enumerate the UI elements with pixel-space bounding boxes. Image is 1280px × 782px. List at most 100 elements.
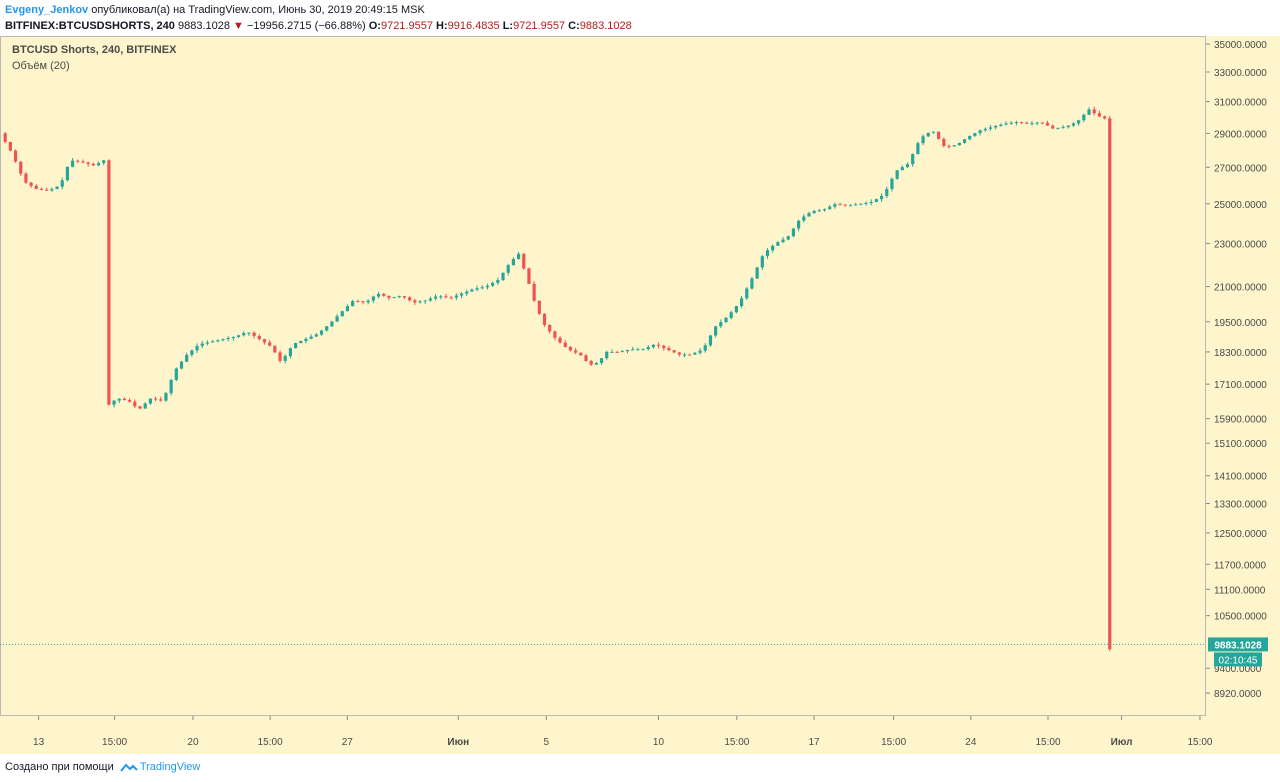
candle-body-down bbox=[1025, 122, 1029, 124]
candle-body-up bbox=[999, 124, 1003, 127]
candle-body-up bbox=[242, 333, 246, 336]
price-tick-label: 25000.0000 bbox=[1214, 200, 1267, 211]
candle-body-down bbox=[942, 138, 946, 146]
candle-body-up bbox=[714, 326, 718, 336]
low-label: L: bbox=[502, 20, 514, 32]
candle-body-down bbox=[527, 268, 531, 284]
candle-body-up bbox=[734, 306, 738, 313]
candle-body-down bbox=[558, 337, 562, 343]
ohlc-line: BITFINEX:BTCUSDSHORTS, 240 9883.1028 ▼ −… bbox=[5, 18, 1275, 34]
candle-body-up bbox=[719, 322, 723, 327]
last-price-label: 9883.1028 bbox=[1214, 640, 1262, 651]
price-tick-label: 18300.0000 bbox=[1214, 348, 1267, 359]
candle-body-down bbox=[356, 301, 360, 303]
chart-area[interactable]: 35000.0000 33000.0000 31000.0000 29000.0000… bbox=[0, 36, 1280, 754]
candle-body-up bbox=[879, 195, 884, 200]
candle-body-up bbox=[822, 209, 827, 211]
candle-body-up bbox=[802, 216, 806, 221]
time-tick-label: 15:00 bbox=[258, 737, 283, 748]
candle-body-up bbox=[957, 142, 961, 146]
time-tick-label: 17 bbox=[808, 737, 820, 748]
time-tick-label: Июл bbox=[1111, 737, 1133, 748]
candle-body-up bbox=[506, 265, 510, 273]
candle-body-up bbox=[869, 202, 873, 204]
time-tick-label: 10 bbox=[653, 737, 665, 748]
candle-body-up bbox=[60, 180, 64, 187]
candle-body-up bbox=[319, 330, 324, 335]
candle-body-up bbox=[729, 312, 733, 318]
candle-body-down bbox=[548, 324, 552, 332]
candle-body-up bbox=[1066, 125, 1070, 128]
candle-body-down bbox=[542, 313, 547, 325]
candle-body-up bbox=[978, 130, 982, 134]
candle-body-up bbox=[682, 354, 687, 356]
candle-body-up bbox=[247, 332, 251, 334]
candle-body-up bbox=[459, 293, 464, 296]
candle-body-up bbox=[200, 343, 204, 346]
candle-body-down bbox=[387, 295, 391, 298]
candle-body-up bbox=[885, 188, 889, 196]
candle-body-down bbox=[1051, 125, 1055, 129]
candle-body-up bbox=[926, 132, 930, 137]
candle-body-up bbox=[65, 166, 70, 181]
candle-body-down bbox=[667, 348, 671, 351]
candle-body-up bbox=[185, 354, 189, 362]
candle-body-up bbox=[418, 301, 422, 303]
candle-body-up bbox=[1077, 120, 1081, 124]
author-link[interactable]: Evgeny_Jenkov bbox=[5, 4, 89, 16]
candle-body-up bbox=[216, 340, 220, 342]
candle-body-up bbox=[895, 170, 899, 179]
candle-body-down bbox=[159, 399, 163, 401]
candlestick-chart[interactable]: 35000.0000 33000.0000 31000.0000 29000.0000… bbox=[0, 36, 1280, 754]
candle-body-down bbox=[122, 398, 127, 400]
volume-indicator-label[interactable]: Объём (20) bbox=[12, 60, 70, 72]
candle-body-down bbox=[8, 141, 12, 151]
candle-body-up bbox=[786, 236, 790, 240]
candle-body-up bbox=[921, 136, 925, 144]
candle-body-up bbox=[817, 210, 821, 212]
candle-body-down bbox=[568, 346, 573, 351]
candle-body-down bbox=[449, 297, 453, 299]
time-tick-label: 15:00 bbox=[724, 737, 749, 748]
candle-body-up bbox=[968, 135, 972, 140]
candle-body-down bbox=[153, 398, 158, 400]
candle-body-up bbox=[288, 348, 293, 357]
time-tick-label: 24 bbox=[965, 737, 977, 748]
candle-body-up bbox=[605, 351, 609, 359]
candle-body-up bbox=[651, 344, 656, 348]
candle-body-down bbox=[273, 345, 277, 353]
time-axis[interactable] bbox=[0, 716, 1206, 754]
time-tick-label: 15:00 bbox=[102, 737, 127, 748]
candle-body-up bbox=[625, 350, 630, 352]
candle-body-up bbox=[760, 256, 764, 268]
candle-body-up bbox=[636, 349, 640, 351]
candle-body-down bbox=[662, 345, 666, 349]
candle-body-up bbox=[480, 287, 484, 289]
time-tick-label: 15:00 bbox=[1187, 737, 1212, 748]
candle-body-up bbox=[771, 245, 775, 251]
candle-body-down bbox=[24, 173, 28, 183]
candle-body-up bbox=[501, 272, 505, 280]
tradingview-brand-link[interactable]: TradingView bbox=[139, 761, 201, 773]
candle-body-down bbox=[522, 253, 526, 269]
candle-body-up bbox=[791, 228, 796, 237]
open-label: O: bbox=[368, 20, 381, 32]
low-value: 9721.9557 bbox=[513, 20, 566, 32]
symbol-name: BITFINEX:BTCUSDSHORTS, 240 bbox=[5, 20, 175, 32]
price-tick-label: 8920.0000 bbox=[1214, 689, 1262, 700]
candle-body-up bbox=[781, 239, 785, 243]
candle-body-down bbox=[13, 150, 18, 162]
candle-body-up bbox=[434, 296, 438, 299]
candle-body-down bbox=[589, 360, 593, 365]
published-text: опубликовал(а) на TradingView.com, Июнь … bbox=[91, 4, 425, 16]
candle-body-up bbox=[351, 301, 355, 307]
candle-body-down bbox=[138, 406, 142, 409]
candle-body-down bbox=[1045, 122, 1050, 126]
candle-body-up bbox=[708, 335, 713, 346]
candle-body-up bbox=[454, 295, 458, 298]
price-axis[interactable] bbox=[1206, 36, 1280, 754]
candle-body-down bbox=[361, 301, 365, 303]
price-tick-label: 11700.0000 bbox=[1214, 560, 1267, 571]
time-tick-label: 20 bbox=[187, 737, 199, 748]
candle-body-up bbox=[71, 160, 75, 167]
